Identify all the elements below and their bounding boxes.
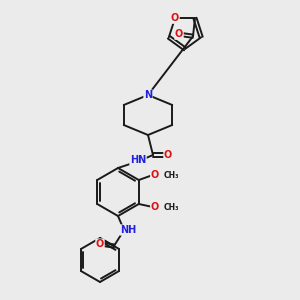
Text: HN: HN [130,155,146,165]
Text: CH₃: CH₃ [164,170,179,179]
Text: O: O [151,170,159,180]
Text: NH: NH [120,225,136,235]
Text: CH₃: CH₃ [164,202,179,211]
Text: O: O [96,239,104,249]
Text: O: O [151,202,159,212]
Text: O: O [164,150,172,160]
Text: N: N [144,90,152,100]
Text: O: O [175,29,183,39]
Text: O: O [171,13,179,23]
